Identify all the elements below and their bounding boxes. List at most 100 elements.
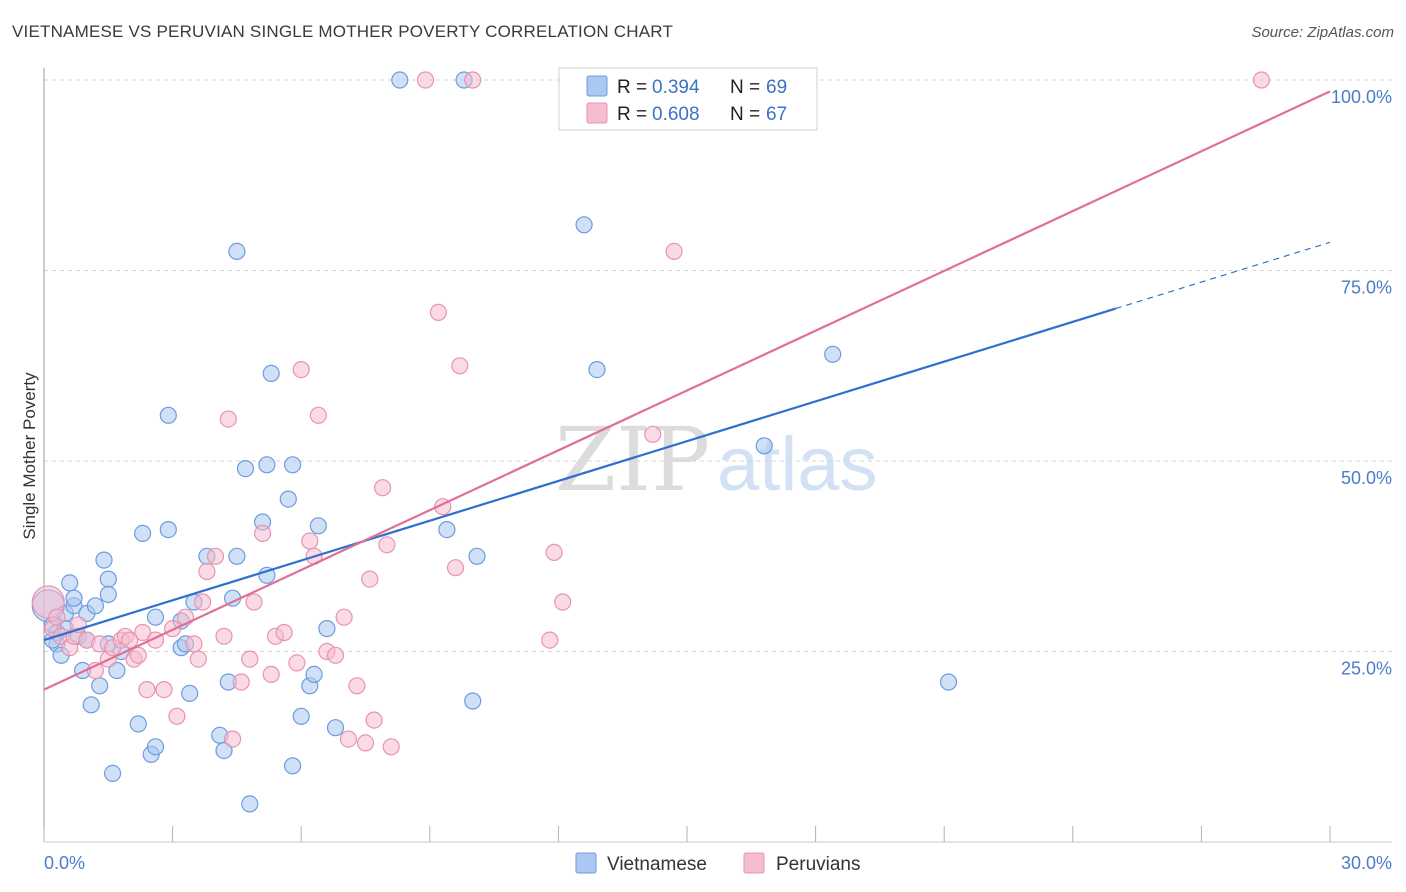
bottom-legend-label-vietnamese: Vietnamese <box>607 854 707 875</box>
watermark: ZIP atlas <box>555 408 878 511</box>
peruvians-point-33 <box>245 593 263 611</box>
peruvians-point-64 <box>665 242 683 260</box>
vietnamese-point-15 <box>86 597 105 615</box>
y-tick-labels: 25.0% 50.0% 75.0% 100.0% <box>1331 87 1392 679</box>
bottom-legend-swatch-peruvians <box>743 852 765 874</box>
peruvians-point-54 <box>416 71 435 89</box>
chart-title: VIETNAMESE VS PERUVIAN SINGLE MOTHER POV… <box>12 22 674 41</box>
peruvians-point-28 <box>215 627 233 645</box>
vietnamese-point-52 <box>292 707 310 725</box>
series-legend: Vietnamese Peruvians <box>575 852 861 875</box>
vietnamese-point-67 <box>939 673 958 691</box>
vietnamese-point-14 <box>82 696 100 714</box>
peruvians-point-35 <box>262 665 280 684</box>
vietnamese-point-34 <box>181 684 199 703</box>
vietnamese-point-30 <box>159 520 177 539</box>
peruvians-point-23 <box>185 635 203 653</box>
vietnamese-point-50 <box>284 456 302 474</box>
vietnamese-point-66 <box>824 345 842 363</box>
vietnamese-point-58 <box>391 71 409 89</box>
peruvians-point-60 <box>541 631 559 649</box>
vietnamese-point-41 <box>228 547 246 565</box>
vietnamese-point-42 <box>228 242 246 260</box>
peruvians-point-53 <box>382 738 400 756</box>
peruvians-point-52 <box>378 536 396 554</box>
legend-n-label-peruvians: N = <box>730 104 760 125</box>
y-tick-label-25: 25.0% <box>1341 659 1392 679</box>
peruvians-point-57 <box>446 559 465 577</box>
gridlines <box>44 79 1392 652</box>
legend-swatch-peruvians <box>586 102 608 124</box>
vietnamese-point-29 <box>159 406 177 424</box>
x-ticks <box>43 826 1331 842</box>
peruvians-point-46 <box>339 730 357 748</box>
peruvians-point-31 <box>232 673 250 691</box>
vietnamese-point-21 <box>103 764 122 783</box>
peruvians-point-15 <box>129 646 147 664</box>
peruvians-trend-line <box>43 90 1331 691</box>
peruvians-point-66 <box>121 631 139 649</box>
peruvians-point-38 <box>288 654 306 672</box>
peruvians-point-39 <box>292 361 310 379</box>
peruvians-point-29 <box>219 410 237 428</box>
peruvians-point-61 <box>545 543 563 562</box>
peruvians-point-47 <box>348 677 366 695</box>
peruvians-point-32 <box>241 650 259 668</box>
peruvians-point-25 <box>194 593 212 611</box>
peruvians-point-48 <box>356 734 375 752</box>
legend-r-value-peruvians: 0.608 <box>652 104 700 125</box>
peruvians-point-17 <box>138 680 156 699</box>
legend-r-label-vietnamese: R = <box>617 77 647 98</box>
vietnamese-point-48 <box>262 364 280 382</box>
vietnamese-point-43 <box>236 460 255 478</box>
x-tick-label-max: 30.0% <box>1341 853 1392 873</box>
vietnamese-point-65 <box>755 437 773 455</box>
y-tick-label-75: 75.0% <box>1341 278 1392 298</box>
vietnamese-point-61 <box>464 692 482 710</box>
vietnamese-point-56 <box>318 619 336 638</box>
trend-lines <box>43 90 1331 691</box>
peruvians-point-16 <box>134 623 152 642</box>
legend-n-value-peruvians: 67 <box>766 104 787 125</box>
vietnamese-point-57 <box>326 719 345 737</box>
vietnamese-point-59 <box>438 520 456 539</box>
vietnamese-point-7 <box>61 574 79 592</box>
peruvians-point-26 <box>198 562 216 581</box>
vietnamese-point-20 <box>99 585 117 604</box>
vietnamese-point-55 <box>309 517 327 535</box>
correlation-legend: R = 0.394 N = 69 R = 0.608 N = 67 <box>558 67 818 131</box>
peruvians-point-21 <box>168 707 186 725</box>
peruvians-point-34 <box>254 524 272 543</box>
watermark-zip: ZIP <box>555 408 710 511</box>
vietnamese-point-51 <box>284 757 302 775</box>
legend-swatch-vietnamese <box>586 75 608 97</box>
legend-r-value-vietnamese: 0.394 <box>652 77 700 98</box>
vietnamese-point-19 <box>99 570 117 588</box>
vietnamese-point-49 <box>279 490 297 508</box>
y-tick-label-50: 50.0% <box>1341 468 1392 488</box>
peruvians-point-65 <box>1252 71 1271 89</box>
vietnamese-point-24 <box>129 715 147 733</box>
vietnamese-trend-line <box>43 307 1116 642</box>
source-credit: Source: ZipAtlas.com <box>1251 24 1394 41</box>
peruvians-point-63 <box>644 425 662 443</box>
peruvians-point-45 <box>335 608 353 626</box>
peruvians-point-59 <box>464 71 482 89</box>
vietnamese-point-17 <box>95 551 113 569</box>
bottom-legend-swatch-vietnamese <box>575 852 597 874</box>
legend-r-label-peruvians: R = <box>617 104 647 125</box>
x-tick-label-min: 0.0% <box>44 853 85 873</box>
vietnamese-trend-extension <box>1115 241 1331 310</box>
y-tick-label-100: 100.0% <box>1331 87 1392 107</box>
vietnamese-point-9 <box>65 589 83 607</box>
vietnamese-point-63 <box>575 216 593 234</box>
vietnamese-point-28 <box>146 608 165 626</box>
vietnamese-point-62 <box>468 547 486 565</box>
peruvians-point-2 <box>48 608 66 626</box>
peruvians-point-37 <box>275 623 293 642</box>
legend-n-label-vietnamese: N = <box>730 77 760 98</box>
axes <box>43 68 1392 843</box>
bottom-legend-label-peruvians: Peruvians <box>776 854 861 875</box>
peruvians-point-50 <box>365 711 383 729</box>
